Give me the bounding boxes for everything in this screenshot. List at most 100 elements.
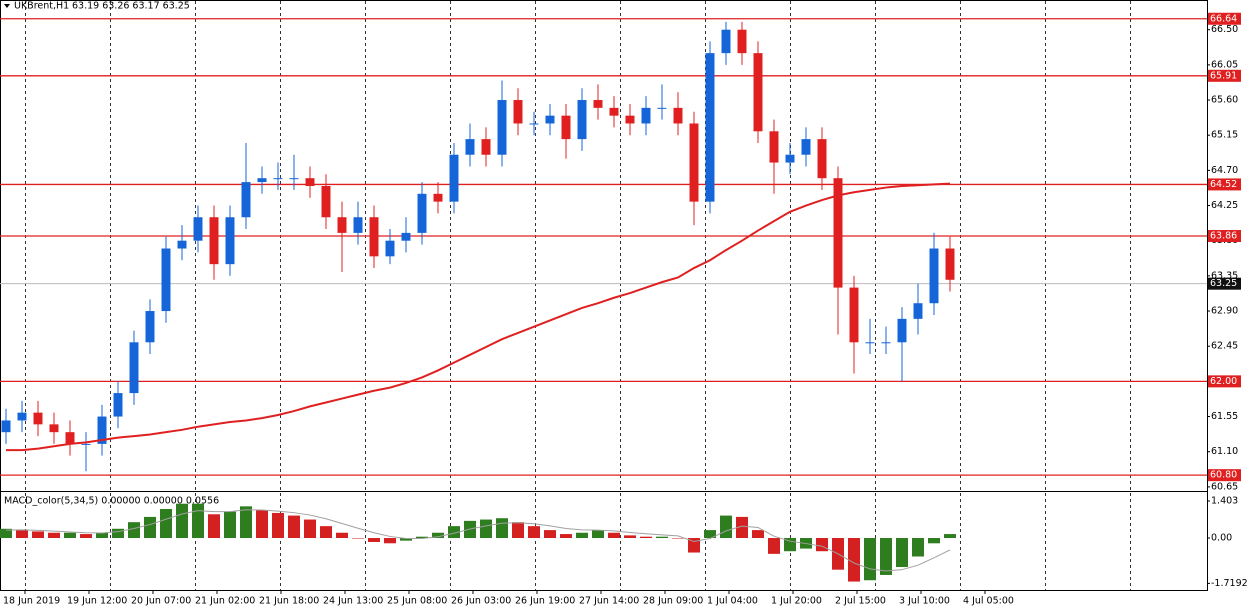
macd-bar [96,532,108,539]
macd-bar [624,535,636,539]
macd-bar [912,538,924,557]
y-tick-label: 61.55 [1211,411,1238,422]
candle-body [641,107,651,124]
candle-body [513,100,523,124]
candle-body [705,53,715,202]
macd-bar [752,530,764,539]
macd-bar [80,534,92,539]
x-tick-label: 25 Jun 08:00 [387,596,447,607]
candle-body [353,217,363,233]
candle-body [129,342,139,394]
candle-body [193,217,203,241]
macd-bar [704,530,716,539]
level-box [1208,69,1241,82]
candle-body [945,248,955,280]
candle-body [881,342,891,344]
x-tick-label: 1 Jul 04:00 [707,596,758,607]
macd-bar [368,538,380,542]
candle-body [257,178,267,183]
candle-body [609,107,619,116]
y-tick-label: 60.65 [1211,481,1238,492]
level-label: 60.80 [1210,470,1237,481]
y-tick-label: 62.90 [1211,306,1238,317]
level-label: 65.91 [1210,70,1237,81]
macd-bar [896,538,908,568]
x-tick-label: 26 Jun 03:00 [451,596,511,607]
candle-body [321,185,331,218]
candle-body [849,287,859,343]
candle-body [273,178,283,180]
y-tick-label: -1.71923 [1211,578,1248,589]
macd-bar [128,522,140,539]
y-tick-label: 66.50 [1211,24,1238,35]
last-price-label: 63.25 [1210,278,1237,289]
x-tick-label: 4 Jul 05:00 [963,596,1014,607]
macd-bar [288,515,300,539]
candle-body [113,393,123,417]
macd-bar [64,532,76,539]
level-box [1208,469,1241,482]
candle-body [561,115,571,140]
level-box [1208,230,1241,243]
chart-title: UKBrent,H1 [14,1,69,12]
moving-average [6,182,951,452]
macd-bar [144,516,156,539]
candle-body [481,139,491,155]
candle-body [673,107,683,124]
macd-bar [208,514,220,539]
candle-body [225,217,235,265]
candle-body [657,107,667,109]
level-label: 64.52 [1210,179,1237,190]
candle-body [817,139,827,179]
candle-body [417,193,427,233]
y-tick-label: 65.60 [1211,95,1238,106]
macd-bar [512,522,524,539]
macd-bar [272,512,284,539]
macd-bar [720,515,732,539]
macd-bar [608,532,620,539]
candle-body [833,178,843,288]
candle-body [289,178,299,180]
level-label: 62.00 [1210,376,1237,387]
candle-body [801,139,811,155]
macd-bar [672,538,684,539]
candle-body [97,416,107,444]
candle-body [385,240,395,257]
macd-bar [384,538,396,544]
candle-body [465,139,475,155]
header-icon [4,4,10,8]
y-tick-label: 65.15 [1211,130,1238,141]
macd-bar [224,511,236,539]
macd-bar [480,519,492,539]
x-tick-label: 24 Jun 13:00 [323,596,383,607]
candle-body [369,217,379,257]
macd-title: MACD_color(5,34,5) 0.00000 0.00000 0.055… [4,496,219,507]
macd-bar [928,538,940,544]
candle-body [49,424,59,433]
macd-bar [688,538,700,553]
macd-bar [112,528,124,539]
candle-body [929,248,939,304]
macd-bar [16,530,28,539]
macd-bar [176,503,188,539]
macd-bar [576,532,588,539]
macd-bar [192,503,204,539]
candle-body [81,443,91,445]
macd-bar [816,538,828,552]
macd-bar [48,532,60,539]
candle-body [209,217,219,265]
ohlc-text: 63.19 63.26 63.17 63.25 [72,1,190,12]
macd-bar [240,506,252,539]
macd-bar [0,528,12,539]
x-tick-label: 3 Jul 10:00 [899,596,950,607]
macd-bar [336,532,348,539]
candle-body [737,29,747,54]
macd-bar [320,526,332,539]
x-tick-label: 20 Jun 07:00 [131,596,191,607]
level-box [1208,178,1241,191]
macd-bar [400,538,412,541]
candle-body [1,420,11,433]
x-tick-label: 1 Jul 20:00 [771,596,822,607]
